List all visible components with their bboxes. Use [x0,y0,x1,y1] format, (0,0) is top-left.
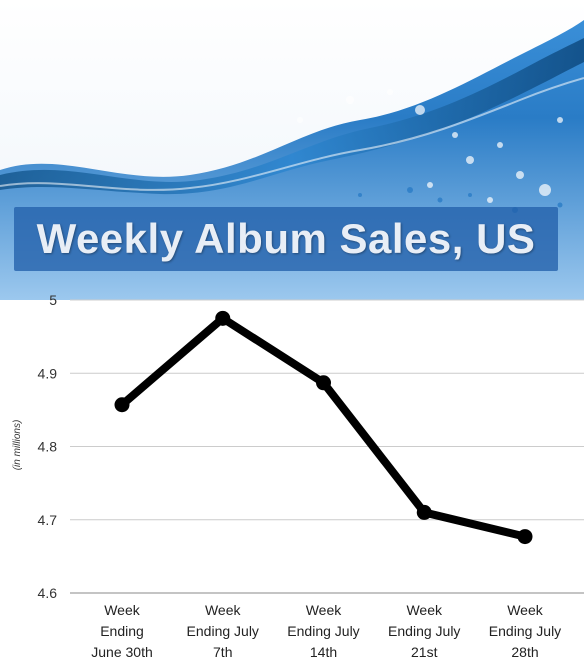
water-banner: Weekly Album Sales, US [0,0,584,300]
data-point [517,529,533,545]
x-tick-label: Week Ending July 14th [287,602,359,660]
x-tick-label: Week Ending July 7th [187,602,259,660]
gridlines [70,299,584,594]
y-axis-ticks: 4.6 4.7 4.8 4.9 5 [38,292,58,601]
data-points [114,310,533,545]
chart-title: Weekly Album Sales, US [36,215,536,262]
data-point [215,310,231,326]
title-banner: Weekly Album Sales, US [14,207,558,271]
data-point [316,375,331,391]
y-axis-label: (in millions) [12,420,23,471]
y-tick-label: 4.7 [38,512,58,528]
x-tick-label: Week Ending July 28th [489,602,561,660]
data-point [416,504,432,520]
x-axis-ticks: Week Ending June 30th Week Ending July 7th Wee… [91,602,561,660]
y-tick-label: 5 [49,292,57,308]
x-tick-label: Week Ending July 21st [388,602,460,660]
data-point [114,397,130,413]
x-tick-label: Week Ending June 30th [91,602,153,660]
line-chart: 4.6 4.7 4.8 4.9 5 (in millions) Week Ending Ju… [12,292,584,660]
y-tick-label: 4.9 [38,365,58,381]
y-tick-label: 4.6 [38,585,58,601]
y-tick-label: 4.8 [38,439,58,455]
series-line [118,314,529,541]
